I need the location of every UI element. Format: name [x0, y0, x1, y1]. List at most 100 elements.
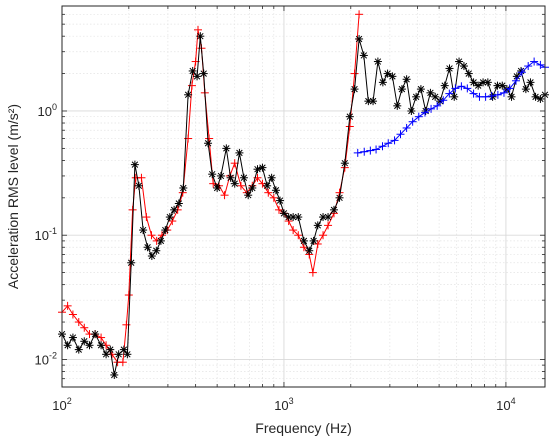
data-point	[152, 246, 161, 255]
data-point	[114, 350, 123, 359]
data-point	[188, 66, 197, 75]
data-point	[353, 148, 362, 157]
y-axis-label: Acceleration RMS level (m/s²)	[5, 104, 21, 289]
data-point	[267, 173, 276, 182]
data-point	[360, 147, 369, 156]
data-point	[199, 69, 208, 78]
data-point	[426, 88, 435, 97]
data-point	[524, 62, 533, 71]
data-point	[123, 350, 132, 359]
data-point	[319, 231, 328, 240]
data-point	[396, 130, 405, 139]
data-point	[378, 78, 387, 87]
data-point	[340, 159, 349, 168]
data-point	[350, 85, 359, 94]
data-point	[294, 213, 303, 222]
data-point	[130, 160, 139, 169]
data-point	[264, 188, 273, 197]
data-point	[216, 171, 225, 180]
data-point	[487, 92, 496, 101]
data-point	[324, 221, 333, 230]
data-point	[329, 205, 338, 214]
data-point	[161, 226, 170, 235]
data-point	[439, 96, 448, 105]
data-point	[220, 191, 229, 200]
data-point	[263, 181, 272, 190]
data-point	[137, 173, 146, 182]
data-point	[507, 92, 516, 101]
data-point	[97, 341, 106, 350]
data-point	[469, 89, 478, 98]
data-point	[204, 139, 213, 148]
data-point	[536, 60, 545, 69]
data-point	[414, 112, 423, 121]
data-point	[433, 101, 442, 110]
data-point	[147, 252, 156, 261]
data-point	[244, 191, 253, 200]
data-point	[74, 318, 83, 327]
data-point	[459, 62, 468, 71]
data-point	[450, 92, 459, 101]
data-point	[402, 75, 411, 84]
x-axis-label: Frequency (Hz)	[255, 420, 351, 436]
data-point	[106, 345, 115, 354]
data-point	[421, 108, 430, 117]
data-point	[179, 183, 188, 192]
data-point	[498, 81, 507, 90]
data-point	[313, 239, 322, 248]
series-2	[353, 57, 549, 157]
series-1	[58, 32, 549, 379]
data-point	[147, 231, 156, 240]
data-point	[493, 90, 502, 99]
data-point	[345, 112, 354, 121]
data-point	[445, 89, 454, 98]
data-point	[193, 72, 202, 81]
data-point	[369, 97, 378, 106]
axis-ticks: 102 103 104 10-2 10-1 100	[35, 5, 545, 413]
data-point	[440, 81, 449, 90]
data-point	[194, 25, 203, 34]
x-tick-label: 104	[496, 396, 515, 413]
data-point	[80, 337, 89, 346]
data-point	[335, 193, 344, 202]
data-point	[313, 221, 322, 230]
data-point	[165, 213, 174, 222]
data-point	[474, 81, 483, 90]
data-point	[517, 68, 526, 77]
data-point	[463, 84, 472, 93]
data-point	[118, 358, 127, 367]
data-point	[236, 181, 245, 190]
data-point	[366, 146, 375, 155]
data-point	[407, 106, 416, 115]
data-point	[258, 163, 267, 172]
data-point	[431, 92, 440, 101]
data-point	[511, 76, 520, 85]
data-point	[235, 148, 244, 157]
data-point	[402, 123, 411, 132]
data-point	[239, 173, 248, 182]
y-tick-label: 10-1	[35, 226, 57, 243]
data-point	[226, 173, 235, 182]
data-point	[483, 78, 492, 87]
data-point	[187, 81, 196, 90]
data-point	[184, 90, 193, 99]
series-layer	[58, 10, 549, 379]
y-tick-label: 10-2	[35, 350, 57, 367]
data-point	[350, 69, 359, 78]
data-point	[384, 139, 393, 148]
data-point	[68, 333, 77, 342]
data-point	[294, 231, 303, 240]
data-point	[457, 82, 466, 91]
data-point	[269, 193, 278, 202]
data-point	[390, 136, 399, 145]
data-point	[499, 88, 508, 97]
data-point	[174, 199, 183, 208]
data-point	[68, 310, 77, 319]
data-point	[309, 236, 318, 245]
data-point	[530, 57, 539, 66]
data-point	[248, 183, 257, 192]
data-point	[196, 32, 205, 41]
data-point	[521, 85, 530, 94]
data-point	[143, 243, 152, 252]
